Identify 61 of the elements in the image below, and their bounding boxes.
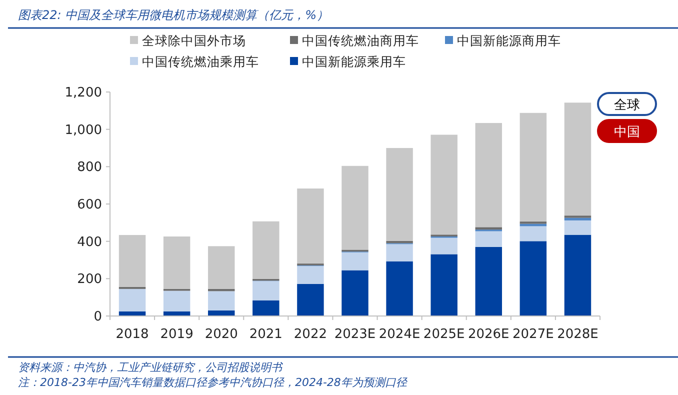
bar [163, 290, 190, 312]
y-tick-label: 600 [77, 198, 102, 212]
x-tick-label: 2023E [334, 327, 376, 342]
x-tick-label: 2021 [249, 327, 282, 342]
bar [297, 188, 324, 264]
bar [430, 134, 458, 235]
chart-title: 图表22: 中国及全球车用微电机市场规模测算（亿元，%） [18, 8, 329, 22]
bar [564, 102, 592, 216]
bar [342, 252, 368, 270]
x-tick-label: 2019 [160, 327, 194, 342]
bar [252, 221, 280, 279]
legend-label: 中国新能源商用车 [457, 33, 561, 48]
bar [475, 231, 502, 247]
y-tick-label: 200 [77, 272, 102, 288]
text: 资料来源：中汽协，工业产业链研究，公司招股说明书 [18, 361, 284, 374]
bar [520, 112, 547, 222]
bar [564, 220, 592, 235]
bar [386, 244, 413, 262]
pill: 中国 [597, 119, 657, 143]
bar [564, 234, 592, 316]
bar [475, 227, 502, 230]
legend-label: 全球除中国外市场 [142, 33, 246, 48]
x-tick-label: 2027E [512, 327, 554, 342]
x-tick-label: 2028E [557, 327, 598, 342]
bar [564, 218, 592, 220]
legend-label: 中国新能源乘用车 [302, 54, 406, 69]
bar [118, 234, 146, 287]
bar [430, 238, 458, 254]
x-tick-label: 2025E [423, 327, 465, 342]
bar [430, 254, 458, 316]
y-tick-label: 1,200 [64, 86, 102, 100]
x-tick-label: 2022 [294, 327, 327, 342]
bar [208, 291, 235, 310]
x-tick-label: 2026E [468, 327, 510, 342]
legend-label: 中国传统燃油乘用车 [142, 54, 259, 69]
bar [520, 226, 547, 242]
bar [252, 300, 280, 316]
text: 注：2018-23年中国汽车销量数据口径参考中汽协口径，2024-28年为预测口径 [18, 376, 408, 389]
bar [297, 284, 324, 316]
y-tick-label: 0 [94, 310, 102, 324]
legend-label: 中国传统燃油商用车 [302, 33, 419, 48]
y-tick-label: 400 [77, 234, 102, 250]
pill: 全球 [597, 92, 657, 116]
y-tick-label: 800 [77, 160, 102, 176]
bar [342, 166, 368, 250]
x-tick-label: 2020 [204, 327, 238, 342]
bar [342, 270, 368, 316]
bar [208, 246, 235, 289]
bar [386, 261, 413, 316]
bar [252, 281, 280, 300]
bar [118, 288, 146, 312]
bar [386, 148, 413, 241]
bar [520, 241, 547, 316]
x-tick-label: 2024E [378, 327, 420, 342]
bar [475, 122, 502, 228]
x-tick-label: 2018 [116, 327, 149, 342]
bar [163, 236, 190, 289]
bar [297, 266, 324, 284]
bar [475, 246, 502, 316]
bar [386, 240, 413, 244]
y-tick-label: 1,000 [64, 122, 102, 138]
